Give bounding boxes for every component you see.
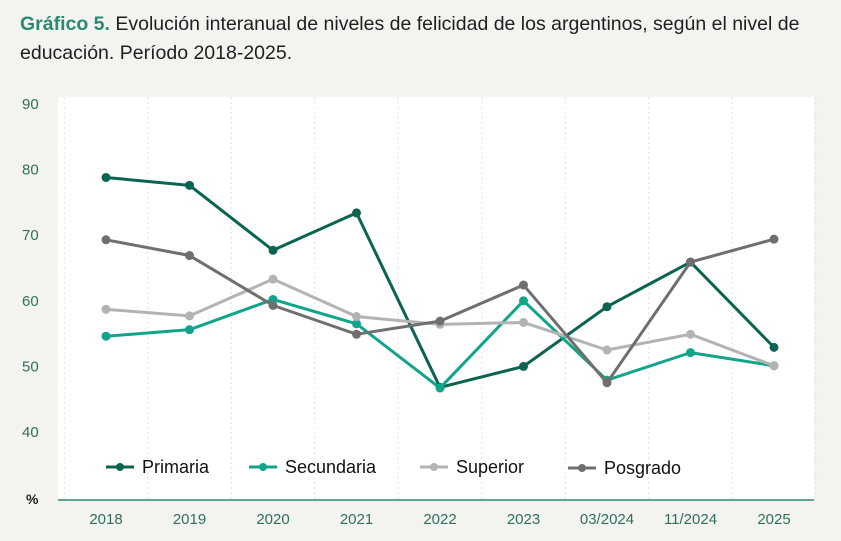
data-point — [519, 280, 528, 290]
data-point — [352, 312, 361, 322]
chart-title: Gráfico 5. Evolución interanual de nivel… — [20, 10, 820, 68]
y-tick-label: 80 — [22, 162, 39, 179]
legend-label: Secundaria — [285, 457, 377, 477]
data-point — [101, 235, 111, 245]
legend-label: Posgrado — [604, 458, 681, 478]
x-tick-label: 2018 — [89, 511, 122, 528]
legend-item-posgrado: Posgrado — [568, 458, 681, 478]
data-point — [101, 304, 111, 314]
data-point — [268, 274, 278, 284]
data-point — [185, 251, 194, 261]
x-tick-label: 2022 — [423, 511, 456, 528]
data-point — [185, 325, 194, 335]
data-point — [686, 257, 695, 267]
data-point — [519, 361, 528, 371]
data-point — [101, 331, 111, 341]
x-tick-label: 2021 — [340, 511, 373, 528]
data-point — [352, 319, 361, 329]
plot-area — [58, 97, 814, 500]
data-point — [352, 208, 361, 218]
data-point — [185, 311, 194, 321]
legend-label: Primaria — [142, 457, 210, 477]
data-point — [519, 296, 528, 306]
series-posgrado — [101, 234, 779, 388]
legend-item-primaria: Primaria — [106, 457, 210, 477]
legend-marker — [430, 463, 438, 471]
legend-marker — [259, 463, 267, 471]
legend-marker — [116, 463, 124, 471]
y-tick-label: 70 — [22, 227, 39, 244]
x-tick-label: 03/2024 — [580, 511, 634, 528]
data-point — [519, 317, 528, 327]
x-tick-label: 2020 — [256, 511, 289, 528]
data-point — [769, 342, 779, 352]
x-tick-label: 2025 — [757, 511, 790, 528]
x-tick-label: 2019 — [173, 511, 206, 528]
data-point — [686, 329, 695, 339]
y-tick-label: 60 — [22, 293, 39, 310]
y-unit-label: % — [26, 491, 39, 507]
y-tick-label: 90 — [22, 96, 39, 113]
chart-title-prefix: Gráfico 5. — [20, 13, 110, 35]
data-point — [268, 300, 278, 310]
chart-title-text: Evolución interanual de niveles de felic… — [20, 13, 800, 64]
data-point — [352, 329, 361, 339]
data-point — [686, 348, 695, 358]
data-point — [435, 383, 445, 393]
data-point — [435, 316, 445, 326]
data-point — [268, 245, 278, 255]
legend-item-secundaria: Secundaria — [249, 457, 377, 477]
data-point — [602, 302, 612, 312]
y-tick-label: 40 — [22, 424, 39, 441]
data-point — [602, 345, 612, 355]
data-point — [769, 361, 779, 371]
y-tick-label: 50 — [22, 358, 39, 375]
legend-label: Superior — [456, 457, 524, 477]
data-point — [602, 378, 612, 388]
x-tick-label: 11/2024 — [664, 511, 717, 528]
legend-item-superior: Superior — [420, 457, 524, 477]
data-point — [769, 234, 779, 244]
legend-marker — [578, 464, 586, 472]
data-point — [185, 180, 194, 190]
data-point — [101, 172, 111, 182]
x-tick-label: 2023 — [507, 511, 540, 528]
